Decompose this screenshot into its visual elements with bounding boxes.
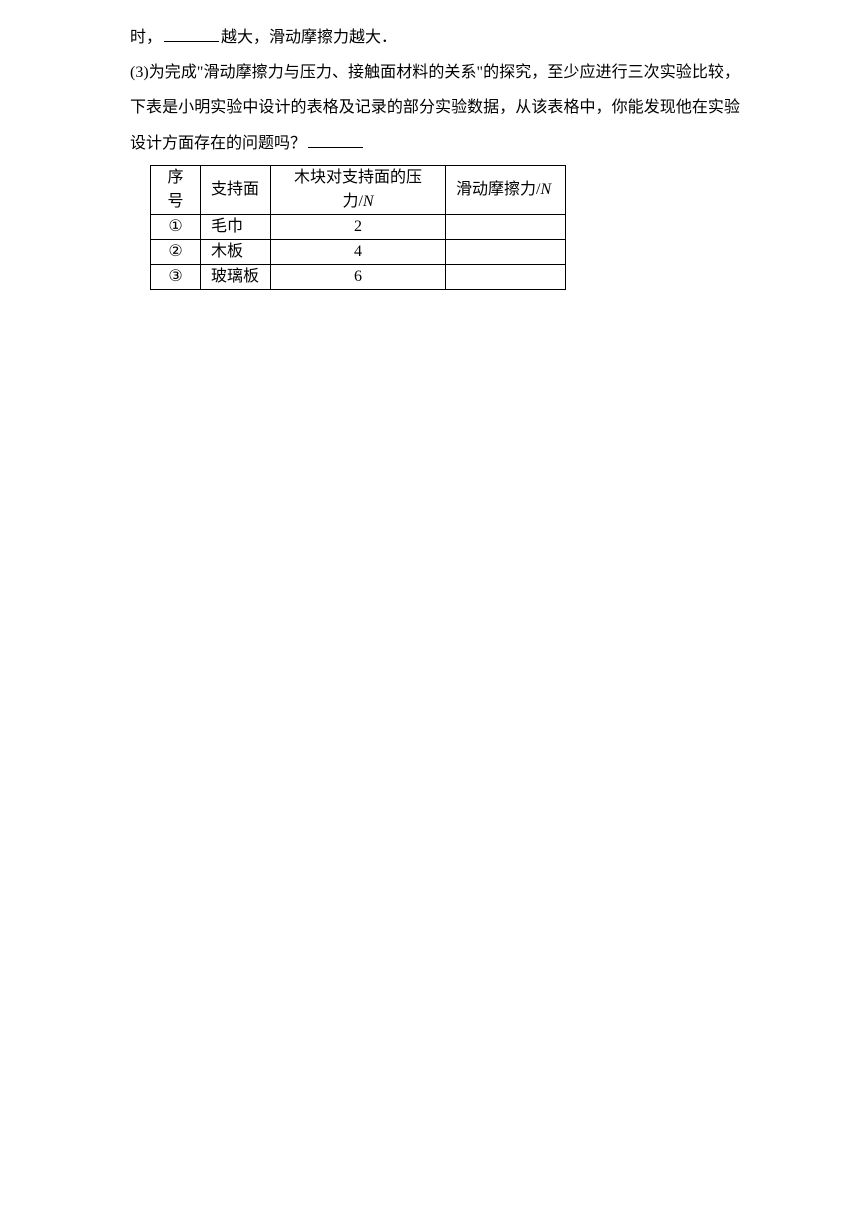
cell-serial: ③ [151,264,201,289]
paragraph-line1: 时， 越大，滑动摩擦力越大． [130,20,740,55]
header-pressure-label: 木块对支持面的压力/ [294,169,422,210]
fill-blank-2[interactable] [308,132,363,148]
cell-friction [446,214,566,239]
q3-text: (3)为完成"滑动摩擦力与压力、接触面材料的关系"的探究，至少应进行三次实验比较… [130,64,740,151]
table-row: ③ 玻璃板 6 [151,264,566,289]
cell-pressure: 4 [271,239,446,264]
cell-friction [446,239,566,264]
cell-friction [446,264,566,289]
cell-surface: 木板 [201,239,271,264]
table-row: ① 毛巾 2 [151,214,566,239]
cell-surface: 玻璃板 [201,264,271,289]
header-friction: 滑动摩擦力/N [446,165,566,214]
table-header-row: 序号 支持面 木块对支持面的压力/N 滑动摩擦力/N [151,165,566,214]
paragraph-q3: (3)为完成"滑动摩擦力与压力、接触面材料的关系"的探究，至少应进行三次实验比较… [130,55,740,161]
data-table-wrap: 序号 支持面 木块对支持面的压力/N 滑动摩擦力/N ① 毛巾 2 ② 木板 4… [150,165,740,290]
cell-pressure: 2 [271,214,446,239]
cell-surface: 毛巾 [201,214,271,239]
header-serial: 序号 [151,165,201,214]
header-pressure: 木块对支持面的压力/N [271,165,446,214]
text-before-blank: 时， [130,29,162,46]
experiment-table: 序号 支持面 木块对支持面的压力/N 滑动摩擦力/N ① 毛巾 2 ② 木板 4… [150,165,566,290]
text-after-blank: 越大，滑动摩擦力越大． [221,29,397,46]
table-row: ② 木板 4 [151,239,566,264]
cell-serial: ② [151,239,201,264]
header-friction-unit: N [540,181,551,198]
header-pressure-unit: N [363,193,374,210]
header-friction-label: 滑动摩擦力/ [456,181,540,198]
fill-blank-1[interactable] [164,26,219,42]
cell-serial: ① [151,214,201,239]
header-surface: 支持面 [201,165,271,214]
cell-pressure: 6 [271,264,446,289]
